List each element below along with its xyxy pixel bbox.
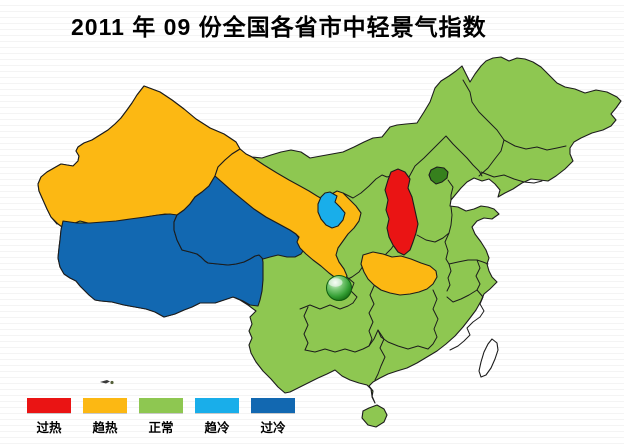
province-taiwan[interactable] <box>478 338 499 378</box>
legend: 过热 趋热 正常 趋冷 过冷 <box>27 398 295 436</box>
province-gansu[interactable] <box>214 148 362 282</box>
legend-item-overheat: 过热 <box>27 398 71 436</box>
province-shanxi[interactable] <box>384 168 419 256</box>
sphere-marker[interactable] <box>326 275 352 301</box>
legend-swatch-overcooled <box>251 398 295 414</box>
chart-title: 2011 年 09 份全国各省市中轻景气指数 <box>71 14 487 40</box>
legend-swatch-cooling <box>195 398 239 414</box>
legend-swatch-warming <box>83 398 127 414</box>
small-mark <box>100 380 114 385</box>
legend-swatch-overheat <box>27 398 71 414</box>
legend-item-overcooled: 过冷 <box>251 398 295 436</box>
legend-label-warming: 趋热 <box>92 421 118 435</box>
legend-label-overcooled: 过冷 <box>260 421 286 435</box>
legend-item-warming: 趋热 <box>83 398 127 436</box>
legend-label-cooling: 趋冷 <box>204 421 230 435</box>
legend-swatch-normal <box>139 398 183 414</box>
legend-item-normal: 正常 <box>139 398 183 436</box>
province-ningxia[interactable] <box>317 191 346 229</box>
province-hainan[interactable] <box>361 404 388 428</box>
legend-label-normal: 正常 <box>148 421 174 435</box>
legend-item-cooling: 趋冷 <box>195 398 239 436</box>
province-hubei[interactable] <box>360 251 438 296</box>
province-beijing[interactable] <box>428 166 449 185</box>
province-borders <box>299 79 567 381</box>
legend-label-overheat: 过热 <box>36 421 62 435</box>
